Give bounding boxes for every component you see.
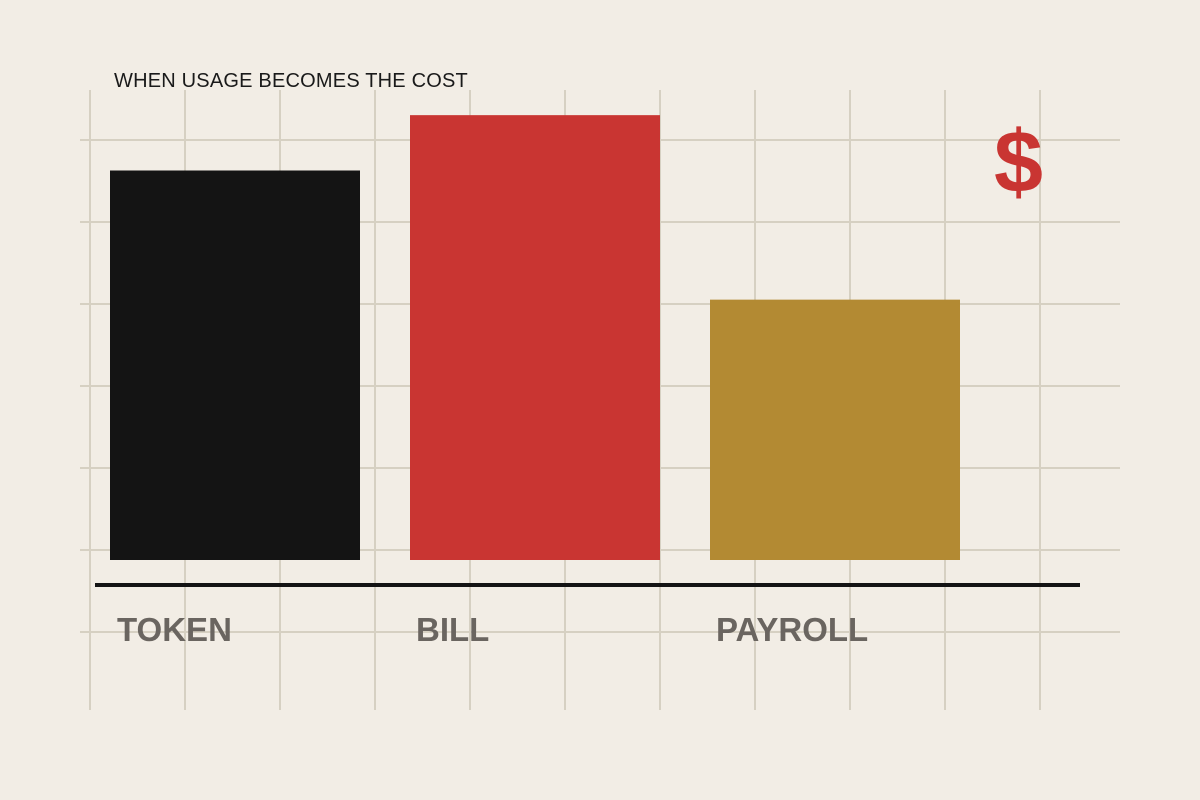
- bar-token: [110, 170, 360, 560]
- bar-bill: [410, 115, 660, 561]
- category-label-token: TOKEN: [117, 611, 232, 648]
- category-label-payroll: PAYROLL: [716, 611, 869, 648]
- category-label-bill: BILL: [416, 611, 490, 648]
- bar-payroll: [710, 299, 960, 560]
- dollar-icon: $: [994, 112, 1043, 211]
- chart-title: WHEN USAGE BECOMES THE COST: [114, 70, 468, 92]
